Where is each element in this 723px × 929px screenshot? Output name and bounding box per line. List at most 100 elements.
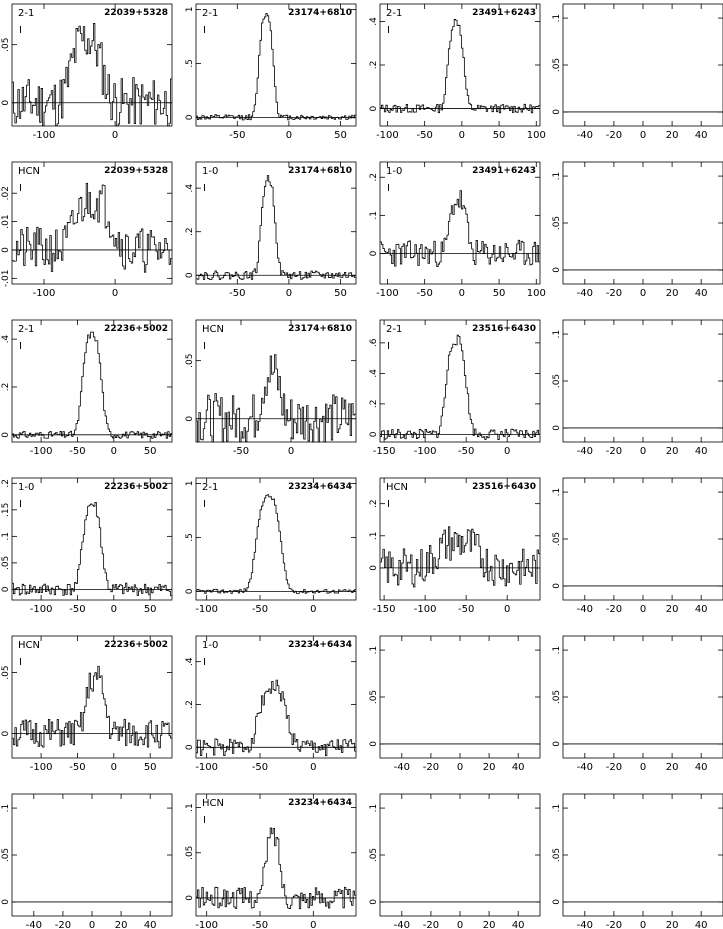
marker-label: I [19, 341, 22, 352]
y-tick-label: .2 [369, 61, 379, 70]
spectrum-panel: -100 0 -.01 0 .01 .02 HCN I 22039+5328 [1, 161, 173, 299]
x-tick-label: 0 [310, 604, 316, 615]
x-tick-label: 20 [666, 446, 679, 457]
y-tick-label: 0 [552, 899, 562, 905]
x-tick-label: 40 [512, 762, 525, 773]
x-tick-label: -100 [30, 762, 53, 773]
x-tick-label: 0 [112, 130, 118, 141]
plot-frame [562, 635, 723, 759]
y-tick-label: 0 [185, 744, 195, 750]
transition-label: HCN [386, 482, 408, 493]
transition-label: HCN [18, 640, 40, 651]
marker-label: I [203, 499, 206, 510]
x-tick-label: -20 [606, 762, 622, 773]
y-tick-label: .6 [369, 338, 379, 347]
spectrum-panel: -40 -20 0 20 40 0 .05 .1 [1, 793, 173, 929]
y-tick-label: .4 [1, 335, 11, 344]
x-tick-label: -100 [30, 446, 53, 457]
x-tick-label: 100 [527, 288, 546, 299]
spectrum-panel: -150 -100 -50 0 0 .2 .4 .6 2-1 I 23516+6430 [369, 319, 541, 457]
spectrum-trace [380, 190, 540, 267]
spectrum-panel: -40 -20 0 20 40 0 .05 .1 [552, 3, 723, 141]
plot-frame [195, 477, 357, 601]
y-tick-label: .02 [1, 186, 11, 200]
x-tick-label: -40 [577, 604, 593, 615]
y-tick-label: 0 [552, 109, 562, 115]
y-tick-label: .2 [369, 173, 379, 182]
y-tick-label: .1 [552, 172, 562, 181]
x-tick-label: -50 [416, 130, 432, 141]
plot-frame [11, 793, 173, 917]
spectrum-trace [196, 679, 356, 757]
y-tick-label: .05 [1, 38, 11, 52]
x-tick-label: 20 [666, 604, 679, 615]
spectrum-trace [380, 526, 540, 588]
x-tick-label: 0 [111, 762, 117, 773]
spectrum-trace [12, 23, 172, 127]
x-tick-label: 0 [504, 446, 510, 457]
marker-label: I [387, 183, 390, 194]
spectrum-trace [12, 502, 172, 597]
x-tick-label: 20 [666, 288, 679, 299]
x-tick-label: 40 [695, 446, 708, 457]
marker-label: I [203, 341, 206, 352]
spectrum-trace [12, 331, 172, 439]
x-tick-label: -100 [33, 130, 56, 141]
transition-label: 2-1 [18, 324, 34, 335]
plot-frame [195, 319, 357, 443]
x-tick-label: -40 [394, 920, 410, 929]
transition-label: HCN [202, 798, 224, 809]
source-label: 22039+5328 [104, 166, 168, 176]
y-tick-label: .1 [1, 804, 11, 813]
y-tick-label: .4 [369, 17, 379, 26]
x-tick-label: -40 [577, 288, 593, 299]
y-tick-label: .2 [185, 700, 195, 709]
y-tick-label: .01 [1, 214, 11, 228]
x-tick-label: 40 [695, 920, 708, 929]
y-tick-label: .4 [185, 657, 195, 666]
marker-label: I [19, 183, 22, 194]
plot-frame [379, 635, 541, 759]
source-label: 23174+6810 [288, 324, 352, 334]
y-tick-label: .05 [185, 354, 195, 368]
y-tick-label: .5 [185, 59, 195, 68]
y-tick-label: .05 [552, 58, 562, 72]
spectrum-panel: -100 -50 0 50 100 0 .1 .2 1-0 I 23491+6243 [369, 161, 546, 299]
x-tick-label: 50 [144, 604, 157, 615]
spectrum-panel: -100 -50 0 0 .5 1 2-1 I 23234+6434 [185, 477, 357, 615]
x-tick-label: -100 [376, 130, 399, 141]
x-tick-label: -100 [195, 604, 218, 615]
source-label: 22236+5002 [104, 640, 168, 650]
transition-label: 2-1 [386, 324, 402, 335]
marker-label: I [19, 499, 22, 510]
x-tick-label: 50 [334, 288, 347, 299]
x-tick-label: 40 [512, 920, 525, 929]
plot-frame [11, 161, 173, 285]
x-tick-label: -20 [423, 762, 439, 773]
y-tick-label: .1 [552, 14, 562, 23]
y-tick-label: 0 [369, 741, 379, 747]
y-tick-label: .1 [552, 330, 562, 339]
x-tick-label: 40 [695, 604, 708, 615]
x-tick-label: -50 [252, 920, 268, 929]
y-tick-label: 0 [1, 100, 11, 106]
x-tick-label: -50 [458, 446, 474, 457]
spectrum-panel: -40 -20 0 20 40 0 .05 .1 [369, 793, 541, 929]
y-tick-label: .05 [1, 556, 11, 570]
y-tick-label: 0 [1, 899, 11, 905]
spectrum-panel: -150 -100 -50 0 0 .1 .2 HCN I 23516+6430 [369, 477, 541, 615]
spectrum-panel: -50 0 0 .05 HCN I 23174+6810 [185, 319, 357, 457]
spectrum-trace [196, 827, 356, 910]
x-tick-label: -40 [394, 762, 410, 773]
y-tick-label: 0 [369, 250, 379, 256]
y-tick-label: 0 [1, 432, 11, 438]
x-tick-label: -20 [606, 920, 622, 929]
spectrum-trace [380, 19, 540, 114]
x-tick-label: -50 [416, 288, 432, 299]
x-tick-label: 0 [310, 762, 316, 773]
plot-frame [379, 3, 541, 127]
x-tick-label: 0 [640, 446, 646, 457]
x-tick-label: 0 [89, 920, 95, 929]
x-tick-label: 0 [640, 920, 646, 929]
